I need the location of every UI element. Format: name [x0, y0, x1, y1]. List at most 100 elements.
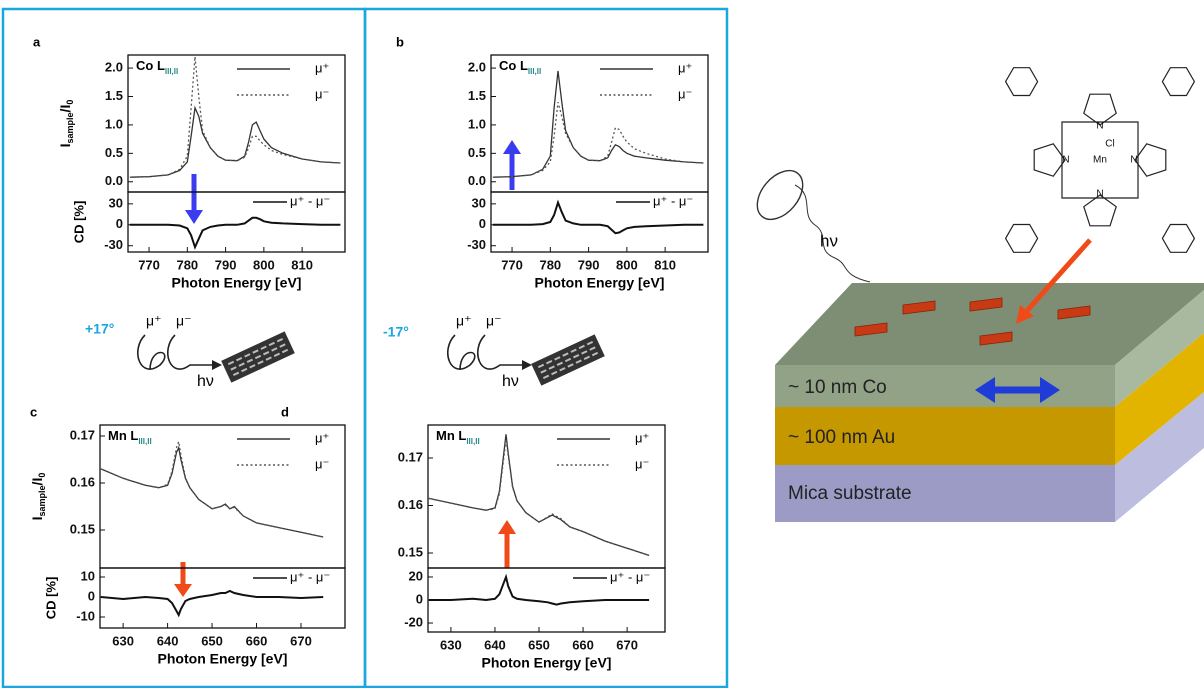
- x-tick-label: 780: [539, 257, 561, 272]
- legend-label: μ⁺: [315, 430, 329, 445]
- annotation: Mn LIII,II: [108, 428, 152, 446]
- series-line: [492, 70, 704, 178]
- series-line: [428, 573, 650, 606]
- y-tick-label: 0.16: [398, 497, 423, 512]
- legend-label: μ⁺ - μ⁻: [610, 569, 650, 584]
- pyrrole-ring: [1083, 194, 1117, 227]
- y-axis-label-part: /I: [57, 105, 73, 113]
- y-tick-label: 0.15: [70, 521, 95, 536]
- legend-label: μ⁺: [678, 60, 692, 75]
- plot-frame: [490, 191, 709, 253]
- layer-stack: hν ~ 10 nm Co ~ 100 nm Au Mica substrate: [756, 169, 1204, 522]
- beam-label: μ⁻: [486, 313, 501, 329]
- angle-label: -17°: [383, 324, 409, 340]
- macrocycle: [1061, 121, 1139, 199]
- beam-label: μ⁺: [456, 313, 471, 329]
- y-tick-label: 0.15: [398, 544, 423, 559]
- x-tick-label: 640: [484, 637, 506, 652]
- series-line: [129, 56, 341, 178]
- y-tick-label: -30: [104, 237, 123, 252]
- x-tick-label: 660: [572, 637, 594, 652]
- y-axis-label-part: 0: [65, 100, 75, 105]
- y-tick-label: 0.5: [468, 145, 486, 160]
- y-tick-label: 30: [109, 195, 123, 210]
- annotation-sub: III,II: [138, 437, 151, 446]
- x-tick-label: 630: [440, 637, 462, 652]
- beam-label: μ⁻: [176, 313, 191, 329]
- y-tick-label: 2.0: [468, 60, 486, 75]
- y-tick-label: 0: [416, 591, 423, 606]
- legend-label: μ⁻: [315, 456, 329, 471]
- x-tick-label: 650: [201, 633, 223, 648]
- y-tick-label: 1.0: [468, 116, 486, 131]
- y-tick-label: 20: [409, 568, 423, 583]
- y-axis-label: CD [%]: [43, 577, 58, 620]
- photon-label: hν: [820, 231, 838, 250]
- series-line: [428, 438, 650, 557]
- panel-label: d: [281, 404, 289, 419]
- y-tick-label: 0: [88, 588, 95, 603]
- series-line: [129, 216, 341, 250]
- annotation-main: Co L: [499, 58, 528, 73]
- x-tick-label: 660: [246, 633, 268, 648]
- annotation-sub: III,II: [466, 437, 479, 446]
- series-line: [100, 445, 324, 538]
- x-tick-label: 790: [578, 257, 600, 272]
- atom-label: Mn: [1093, 155, 1107, 166]
- y-axis-label: Isample/I0: [57, 100, 76, 148]
- phenyl-ring: [1161, 67, 1196, 97]
- x-tick-label: 640: [157, 633, 179, 648]
- y-tick-label: 1.0: [105, 116, 123, 131]
- y-tick-label: 1.5: [468, 88, 486, 103]
- x-tick-label: 670: [290, 633, 312, 648]
- annotation-main: Co L: [136, 58, 165, 73]
- atom-label: N: [1130, 155, 1137, 166]
- annotation-sub: III,II: [528, 67, 541, 76]
- phenyl-ring: [1004, 67, 1039, 97]
- x-tick-label: 650: [528, 637, 550, 652]
- x-tick-label: 780: [176, 257, 198, 272]
- atom-label: N: [1062, 155, 1069, 166]
- inset: +17° μ⁺ μ⁻ hν: [85, 313, 295, 390]
- y-tick-label: 0.0: [105, 173, 123, 188]
- x-tick-label: 810: [654, 257, 676, 272]
- y-tick-label: 0.0: [468, 173, 486, 188]
- x-tick-label: 630: [112, 633, 134, 648]
- x-axis-label: Photon Energy [eV]: [535, 275, 665, 291]
- panel-frame: [363, 7, 729, 688]
- layer-label: ~ 100 nm Au: [788, 427, 895, 448]
- plot-frame: [99, 567, 346, 629]
- x-axis-label: Photon Energy [eV]: [158, 651, 288, 667]
- atom-label: Cl: [1105, 139, 1114, 150]
- legend-label: μ⁻: [678, 86, 692, 101]
- annotation-sub: III,II: [165, 67, 178, 76]
- layer-label: Mica substrate: [788, 483, 912, 504]
- legend-label: μ⁺: [635, 430, 649, 445]
- photon-label: hν: [502, 373, 519, 390]
- y-tick-label: 10: [81, 568, 95, 583]
- series-line: [492, 199, 704, 235]
- annotation-main: Mn L: [108, 428, 138, 443]
- panel-label: a: [33, 34, 41, 49]
- plot-arrows: [174, 140, 521, 597]
- legend-label: μ⁻: [315, 86, 329, 101]
- phenyl-ring: [1004, 223, 1039, 253]
- y-tick-label: 0.17: [70, 427, 95, 442]
- y-axis-label: Isample/I0: [29, 473, 48, 521]
- x-tick-label: 810: [291, 257, 313, 272]
- y-tick-label: 0.17: [398, 449, 423, 464]
- y-axis-label: CD [%]: [71, 201, 86, 244]
- series-line: [100, 589, 324, 618]
- legend-label: μ⁺: [315, 60, 329, 75]
- annotation: Co LIII,II: [136, 58, 178, 76]
- x-axis-label: Photon Energy [eV]: [482, 655, 612, 671]
- plot-frame: [127, 191, 346, 253]
- y-tick-label: -10: [76, 608, 95, 623]
- y-tick-label: 1.5: [105, 88, 123, 103]
- series-line: [492, 102, 704, 178]
- atom-label: N: [1096, 189, 1103, 200]
- y-tick-label: -20: [404, 614, 423, 629]
- legend-label: μ⁺ - μ⁻: [290, 193, 330, 208]
- y-axis-label-part: I: [29, 516, 45, 520]
